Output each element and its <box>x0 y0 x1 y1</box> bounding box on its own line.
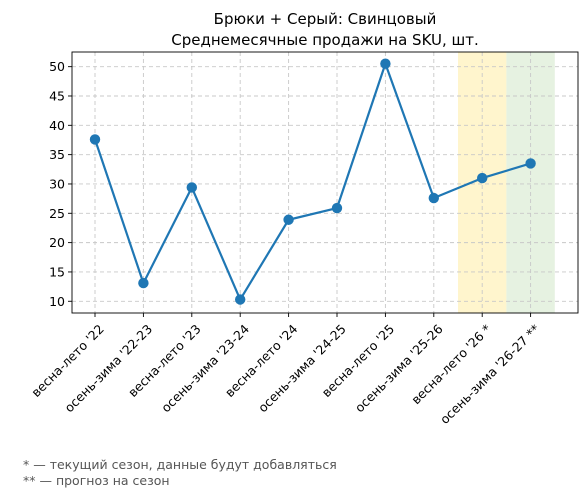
x-tick-label: осень-зима '22-23 <box>61 321 155 415</box>
x-tick-label: осень-зима '26-27 ** <box>437 321 543 427</box>
y-tick-label: 35 <box>49 147 65 162</box>
y-tick-label: 45 <box>49 88 65 103</box>
data-point <box>186 182 197 193</box>
y-tick-label: 10 <box>49 294 65 309</box>
data-point <box>331 202 343 214</box>
data-point <box>525 158 536 169</box>
series-line <box>93 62 531 301</box>
data-point <box>89 134 101 145</box>
data-point <box>283 214 294 225</box>
data-point <box>428 192 439 204</box>
x-tick-label: осень-зима '23-24 <box>158 321 252 415</box>
x-tick-label: осень-зима '24-25 <box>255 321 349 415</box>
grid <box>72 52 578 313</box>
y-tick-label: 15 <box>49 264 65 279</box>
data-point <box>138 277 149 289</box>
series-layer <box>89 58 536 305</box>
chart-subtitle: Среднемесячные продажи на SKU, шт. <box>171 31 479 49</box>
y-tick-label: 50 <box>49 59 65 74</box>
plot-frame <box>71 51 579 314</box>
footnote-forecast: ** — прогноз на сезон <box>23 473 170 488</box>
chart-title: Брюки + Серый: Свинцовый <box>214 10 437 28</box>
footnote-current-season: * — текущий сезон, данные будут добавлят… <box>23 457 337 472</box>
highlight-band-2 <box>506 52 555 313</box>
data-point <box>235 294 246 305</box>
data-point <box>380 58 391 69</box>
y-tick-label: 25 <box>49 206 65 221</box>
y-tick-label: 40 <box>49 118 65 133</box>
y-tick-label: 30 <box>49 176 65 191</box>
y-tick-label: 20 <box>49 235 65 250</box>
x-tick-label: осень-зима '25-26 <box>352 321 446 415</box>
data-point <box>477 172 488 184</box>
